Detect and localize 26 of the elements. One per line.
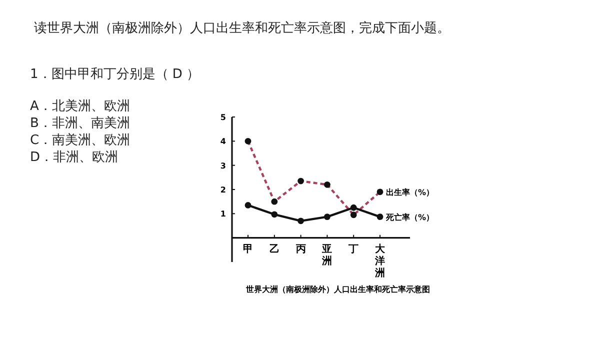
x-tick-label: 丙 <box>294 244 306 255</box>
y-tick-label: 2 <box>220 186 226 194</box>
text: C．南美洲、欧洲 <box>30 132 130 148</box>
point <box>324 214 330 220</box>
series-label: 出生率（%） <box>386 186 434 197</box>
text: 世界大洲（南极洲除外）人口出生率和死亡率示意图 <box>245 284 430 294</box>
y-tick-label: 5 <box>220 113 226 122</box>
x-tick-label: 丁 <box>348 244 359 255</box>
text: A．北美洲、欧洲 <box>30 98 130 114</box>
x-tick-label: 亚洲 <box>321 244 332 267</box>
x-tick-label: 大洋洲 <box>374 242 386 279</box>
text: B．非洲、南美洲 <box>30 115 130 131</box>
point <box>298 218 304 224</box>
text: 1．图中甲和丁分别是（ D ） <box>30 67 200 82</box>
point <box>350 204 357 211</box>
y-tick-label: 4 <box>220 137 226 146</box>
x-tick-label: 乙 <box>269 244 280 255</box>
point <box>376 214 384 220</box>
point <box>271 211 278 218</box>
point <box>244 202 252 208</box>
text: D．非洲、欧洲 <box>30 150 118 165</box>
series-label: 死亡率（%） <box>385 212 434 222</box>
text: 读世界大洲（南极洲除外）人口出生率和死亡率示意图，完成下面小题。 <box>34 20 450 36</box>
y-tick-label: 3 <box>220 161 226 170</box>
x-tick-label: 甲 <box>243 244 253 255</box>
y-tick-label: 1 <box>220 210 226 219</box>
